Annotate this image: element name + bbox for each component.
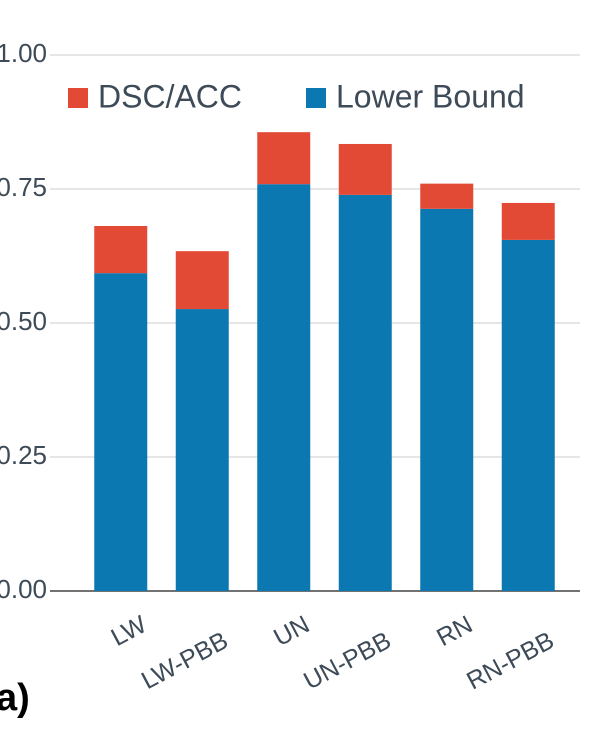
- bar-segment: [420, 183, 474, 209]
- bar-segment: [175, 309, 229, 591]
- y-tick-label: 1.00: [0, 38, 47, 68]
- x-tick-label: RN-PBB: [462, 626, 559, 695]
- legend-label: DSC/ACC: [98, 78, 242, 114]
- x-tick-label: LW: [107, 610, 152, 652]
- y-tick-label: 0.75: [0, 172, 47, 202]
- bar-segment: [257, 132, 311, 185]
- bar-segment: [420, 208, 474, 591]
- bar-segment: [501, 239, 555, 592]
- bar-segment: [94, 273, 148, 591]
- x-tick-label: RN: [432, 610, 477, 652]
- x-tick-label: UN: [269, 610, 314, 652]
- bar-segment: [175, 251, 229, 310]
- bar-segment: [338, 194, 392, 591]
- y-tick-label: 0.25: [0, 440, 47, 470]
- y-tick-label: 0.00: [0, 574, 47, 604]
- legend-swatch: [306, 88, 326, 108]
- x-tick-label: LW-PBB: [137, 626, 233, 695]
- y-tick-label: 0.50: [0, 306, 47, 336]
- panel-label: a): [0, 677, 30, 719]
- bar-segment: [501, 202, 555, 240]
- legend-swatch: [68, 88, 88, 108]
- bar-segment: [338, 143, 392, 195]
- x-tick-label: UN-PBB: [299, 626, 396, 695]
- bar-segment: [257, 184, 311, 591]
- legend-label: Lower Bound: [336, 78, 525, 114]
- bar-segment: [94, 225, 148, 274]
